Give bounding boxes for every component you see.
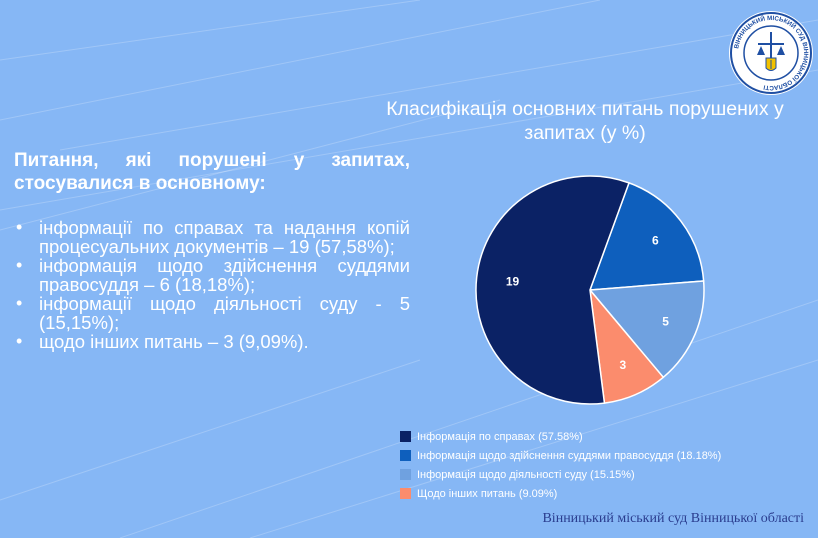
- issues-list: інформації по справах та надання копій п…: [14, 218, 410, 351]
- list-item: інформації щодо діяльності суду - 5 (15,…: [14, 294, 410, 332]
- legend-swatch: [400, 488, 411, 499]
- legend-item: Інформація по справах (57.58%): [400, 427, 810, 446]
- pie-slice: [588, 280, 705, 379]
- list-item: інформація щодо здійснення суддями право…: [14, 256, 410, 294]
- pie-data-label: 6: [652, 233, 659, 247]
- pie-slice: [475, 175, 630, 405]
- chart-legend: Інформація по справах (57.58%) Інформаці…: [400, 427, 810, 503]
- court-seal-logo: ВІННИЦЬКИЙ МІСЬКИЙ СУД ВІННИЦЬКОЇ ОБЛАСТ…: [729, 11, 813, 95]
- list-item: інформації по справах та надання копій п…: [14, 218, 410, 256]
- pie-data-label: 5: [662, 315, 669, 329]
- pie-data-label: 3: [620, 358, 627, 372]
- footer-court-name: Вінницький міський суд Вінницької област…: [542, 511, 804, 526]
- legend-swatch: [400, 431, 411, 442]
- legend-swatch: [400, 469, 411, 480]
- legend-label: Інформація щодо діяльності суду (15.15%): [417, 468, 635, 481]
- legend-label: Інформація щодо здійснення суддями право…: [417, 449, 722, 462]
- section-heading: Питання, які порушені у запитах,: [14, 150, 410, 171]
- legend-item: Щодо інших питань (9.09%): [400, 484, 810, 503]
- pie-chart: 6 5 3 19: [475, 175, 705, 405]
- chart-title: Класифікація основних питань порушених у…: [386, 98, 784, 144]
- section-heading-line-2: стосувалися в основному:: [14, 173, 266, 194]
- legend-item: Інформація щодо діяльності суду (15.15%): [400, 465, 810, 484]
- pie-slice: [588, 181, 705, 291]
- legend-label: Інформація по справах (57.58%): [417, 430, 583, 443]
- list-item: щодо інших питань – 3 (9,09%).: [14, 332, 410, 351]
- legend-swatch: [400, 450, 411, 461]
- legend-item: Інформація щодо здійснення суддями право…: [400, 446, 810, 465]
- legend-label: Щодо інших питань (9.09%): [417, 487, 558, 500]
- pie-data-label: 19: [506, 274, 520, 288]
